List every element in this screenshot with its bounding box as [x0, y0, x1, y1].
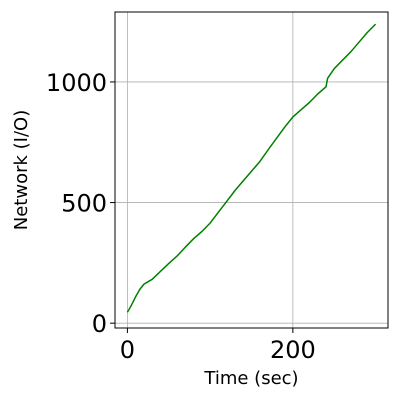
x-axis-label: Time (sec) [203, 368, 298, 389]
series-line [127, 24, 375, 312]
plot-frame [115, 12, 388, 328]
y-axis-label: Network (I/O) [11, 110, 32, 230]
grid [115, 12, 388, 328]
series-layer [127, 24, 375, 312]
y-tick-label: 0 [92, 310, 107, 338]
ticks: 0 200 0 500 1000 [46, 69, 316, 364]
y-tick-label: 500 [61, 190, 107, 218]
x-tick-label: 200 [270, 336, 316, 364]
x-tick-label: 0 [120, 336, 135, 364]
y-tick-label: 1000 [46, 69, 107, 97]
